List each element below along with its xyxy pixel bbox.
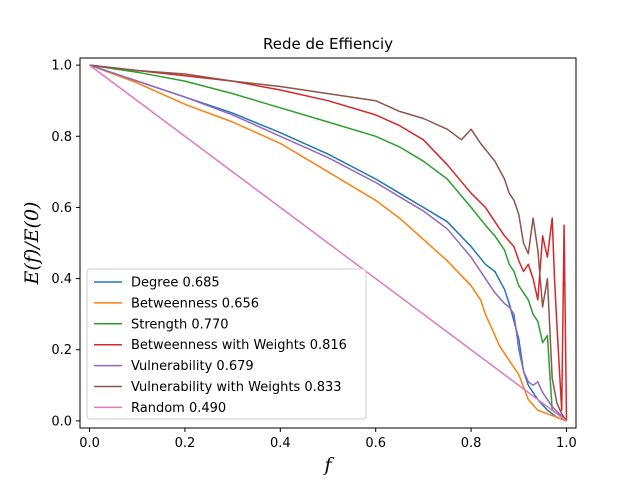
- y-tick-label: 0.2: [51, 343, 72, 358]
- x-tick-label: 1.0: [556, 436, 577, 451]
- series-line-3: [89, 64, 567, 422]
- legend-label: Vulnerability 0.679: [131, 359, 254, 374]
- series-line-4: [89, 64, 568, 421]
- chart-title: Rede de Effienciy: [263, 35, 393, 53]
- x-axis-label: f: [322, 454, 334, 476]
- series-line-2: [89, 64, 567, 422]
- legend-entries: Degree 0.685 Betweenness 0.656 Strength 0.…: [94, 276, 347, 416]
- legend-label: Random 0.490: [131, 401, 226, 416]
- y-axis-label: E(f)/E(0): [21, 202, 43, 286]
- legend: Degree 0.685 Betweenness 0.656 Strength 0.…: [86, 268, 367, 420]
- series-line-7: [89, 64, 567, 422]
- x-tick-label: 0.6: [365, 436, 386, 451]
- x-tick-label: 0.2: [175, 436, 196, 451]
- x-tick-label: 0.4: [270, 436, 291, 451]
- x-tick-label: 0.0: [79, 436, 100, 451]
- x-axis: 0.0 0.2 0.4 0.6 0.8 1.0: [79, 428, 577, 451]
- legend-label: Degree 0.685: [131, 276, 220, 291]
- y-axis: 0.0 0.2 0.4 0.6 0.8 1.0: [51, 59, 80, 429]
- legend-label: Betweenness with Weights 0.816: [131, 338, 347, 353]
- series-layer: [89, 64, 568, 422]
- y-tick-label: 0.4: [51, 272, 72, 287]
- legend-label: Betweenness 0.656: [131, 296, 259, 311]
- x-tick-label: 0.8: [461, 436, 482, 451]
- legend-box: [86, 268, 367, 420]
- y-tick-label: 0.0: [51, 414, 72, 429]
- plot-frame: [79, 57, 577, 429]
- series-line-5: [89, 64, 568, 422]
- y-tick-label: 0.8: [51, 130, 72, 145]
- legend-label: Vulnerability with Weights 0.833: [131, 380, 342, 395]
- legend-label: Strength 0.770: [131, 317, 229, 332]
- series-line-6: [89, 64, 568, 422]
- y-tick-label: 0.6: [51, 201, 72, 216]
- y-tick-label: 1.0: [51, 59, 72, 74]
- series-line-1: [89, 64, 567, 422]
